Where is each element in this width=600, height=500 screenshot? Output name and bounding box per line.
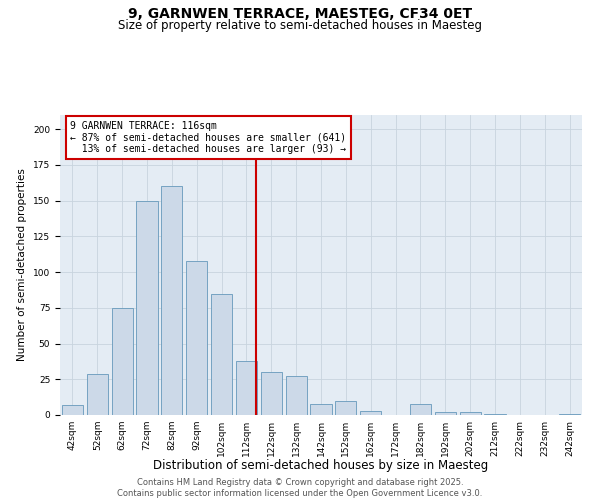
Bar [236, 360, 257, 415]
Text: 9, GARNWEN TERRACE, MAESTEG, CF34 0ET: 9, GARNWEN TERRACE, MAESTEG, CF34 0ET [128, 8, 472, 22]
Bar [286, 376, 307, 415]
Bar [186, 260, 207, 415]
Bar [161, 186, 182, 415]
Text: Size of property relative to semi-detached houses in Maesteg: Size of property relative to semi-detach… [118, 18, 482, 32]
Bar [410, 404, 431, 415]
Text: 9 GARNWEN TERRACE: 116sqm
← 87% of semi-detached houses are smaller (641)
  13% : 9 GARNWEN TERRACE: 116sqm ← 87% of semi-… [70, 121, 347, 154]
Bar [360, 410, 381, 415]
Bar [335, 400, 356, 415]
Bar [310, 404, 332, 415]
Bar [460, 412, 481, 415]
Bar [87, 374, 108, 415]
Bar [136, 200, 158, 415]
Bar [112, 308, 133, 415]
Text: Contains HM Land Registry data © Crown copyright and database right 2025.
Contai: Contains HM Land Registry data © Crown c… [118, 478, 482, 498]
Bar [484, 414, 506, 415]
Bar [261, 372, 282, 415]
Bar [62, 405, 83, 415]
X-axis label: Distribution of semi-detached houses by size in Maesteg: Distribution of semi-detached houses by … [154, 459, 488, 472]
Bar [211, 294, 232, 415]
Bar [435, 412, 456, 415]
Bar [559, 414, 580, 415]
Y-axis label: Number of semi-detached properties: Number of semi-detached properties [17, 168, 28, 362]
